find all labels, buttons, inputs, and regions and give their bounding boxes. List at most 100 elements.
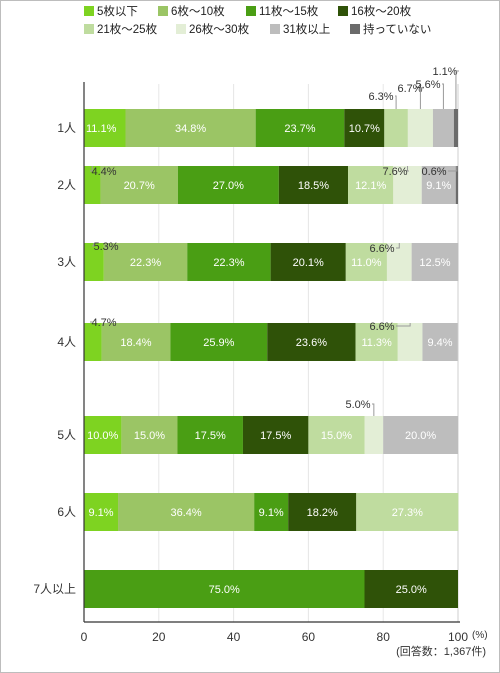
callout-label: 0.6% bbox=[421, 166, 446, 178]
legend: 5枚以下 6枚～10枚 11枚～15枚 16枚～20枚 21枚～25枚 26枚～30枚 31… bbox=[84, 4, 431, 36]
bar-segment bbox=[270, 243, 346, 281]
bar-value-label: 36.4% bbox=[171, 507, 202, 519]
callout-leader-line bbox=[396, 243, 400, 249]
bar-value-label: 17.5% bbox=[260, 430, 291, 442]
bar-segment bbox=[364, 416, 384, 454]
legend-label: 11枚～15枚 bbox=[259, 4, 319, 18]
bar-segment bbox=[348, 166, 394, 204]
bar-value-label: 11.1% bbox=[86, 123, 117, 135]
bar-value-label: 12.1% bbox=[355, 180, 386, 192]
legend-swatch bbox=[176, 24, 186, 34]
bar-segment bbox=[453, 109, 458, 147]
legend-label: 21枚～25枚 bbox=[97, 22, 158, 36]
bar-segment bbox=[278, 166, 349, 204]
bar-value-label: 23.7% bbox=[284, 123, 315, 135]
callout-label: 4.4% bbox=[91, 166, 116, 178]
bar-segment bbox=[421, 166, 456, 204]
callout-label: 6.6% bbox=[369, 321, 394, 333]
bar-segment bbox=[177, 166, 279, 204]
callout-leader-line bbox=[372, 403, 375, 416]
bar-segment bbox=[177, 416, 243, 454]
bar-value-label: 9.1% bbox=[426, 180, 451, 192]
bar-segment bbox=[422, 323, 458, 361]
callout-leader-line bbox=[448, 166, 458, 172]
bar-segment bbox=[344, 109, 385, 147]
bars bbox=[84, 109, 459, 608]
callout-label: 4.7% bbox=[91, 317, 116, 329]
bar-segment bbox=[255, 109, 345, 147]
bar-segment bbox=[384, 109, 408, 147]
bar-segment bbox=[170, 323, 268, 361]
bar-value-label: 75.0% bbox=[209, 584, 240, 596]
category-label: 4人 bbox=[57, 335, 76, 349]
callout-label: 5.0% bbox=[345, 399, 370, 411]
x-axis-unit-label: (%) bbox=[472, 630, 488, 641]
bar-value-label: 22.3% bbox=[213, 257, 244, 269]
legend-label: 5枚以下 bbox=[97, 4, 138, 18]
bar-segment bbox=[84, 323, 102, 361]
callout-leader-line bbox=[90, 321, 94, 323]
legend-swatch bbox=[270, 24, 280, 34]
bar-segment bbox=[356, 493, 459, 531]
category-label: 1人 bbox=[57, 121, 76, 135]
x-tick-label: 40 bbox=[227, 630, 241, 644]
legend-label: 6枚～10枚 bbox=[171, 4, 225, 18]
callout-label: 5.6% bbox=[415, 79, 440, 91]
callout-leader-line bbox=[90, 166, 93, 172]
bar-value-label: 11.0% bbox=[351, 257, 382, 269]
callout-leader-line bbox=[419, 87, 424, 109]
callout-label: 1.1% bbox=[432, 66, 457, 78]
bar-segment bbox=[84, 416, 122, 454]
bar-value-label: 27.3% bbox=[392, 507, 423, 519]
bar-segment bbox=[101, 323, 171, 361]
legend-label: 16枚～20枚 bbox=[351, 4, 412, 18]
category-label: 5人 bbox=[57, 428, 76, 442]
x-tick-label: 60 bbox=[302, 630, 316, 644]
bar-segment bbox=[84, 109, 126, 147]
callout-labels: 6.3% 6.7%5.6%1.1% 4.4% 7.6% 0.6% 5.3% 6.6% 4.7%… bbox=[90, 66, 459, 416]
callout-label: 6.6% bbox=[369, 243, 394, 255]
bar-value-label: 25.9% bbox=[203, 337, 234, 349]
bar-segment bbox=[383, 416, 458, 454]
bar-segment bbox=[125, 109, 256, 147]
bar-segment bbox=[254, 493, 289, 531]
bar-value-label: 23.6% bbox=[296, 337, 327, 349]
legend-label: 持っていない bbox=[363, 22, 431, 36]
bar-segment bbox=[84, 243, 104, 281]
callout-label: 6.3% bbox=[368, 91, 393, 103]
bar-segment bbox=[355, 323, 398, 361]
callout-leader-line bbox=[407, 166, 409, 172]
callout-leader-line bbox=[455, 70, 459, 109]
bar-value-label: 9.4% bbox=[428, 337, 453, 349]
bar-segment bbox=[103, 243, 188, 281]
legend-swatch bbox=[246, 6, 256, 16]
bar-segment bbox=[242, 416, 309, 454]
bar-segment bbox=[407, 109, 433, 147]
legend-swatch bbox=[84, 24, 94, 34]
category-label: 6人 bbox=[57, 505, 76, 519]
bar-value-label: 25.0% bbox=[396, 584, 427, 596]
callout-label: 5.3% bbox=[93, 241, 118, 253]
bar-value-label: 27.0% bbox=[213, 180, 244, 192]
category-label: 3人 bbox=[57, 255, 76, 269]
bar-value-label: 15.0% bbox=[321, 430, 352, 442]
bar-value-label: 18.2% bbox=[307, 507, 338, 519]
callout-leader-line bbox=[92, 243, 95, 247]
bar-value-label: 11.3% bbox=[361, 337, 392, 349]
legend-swatch bbox=[338, 6, 348, 16]
x-tick-label: 0 bbox=[81, 630, 88, 644]
bar-value-label: 20.1% bbox=[293, 257, 324, 269]
callout-leader-line bbox=[442, 83, 444, 109]
bar-segment bbox=[187, 243, 271, 281]
bar-value-label: 18.5% bbox=[298, 180, 329, 192]
bar-value-label: 10.7% bbox=[349, 123, 380, 135]
x-tick-label: 20 bbox=[152, 630, 166, 644]
legend-swatch bbox=[158, 6, 168, 16]
bar-segment bbox=[411, 243, 459, 281]
bar-segment bbox=[393, 166, 422, 204]
callout-label: 6.7% bbox=[397, 83, 422, 95]
bar-segment bbox=[100, 166, 178, 204]
bar-value-label: 20.7% bbox=[124, 180, 155, 192]
bar-value-label: 22.3% bbox=[130, 257, 161, 269]
